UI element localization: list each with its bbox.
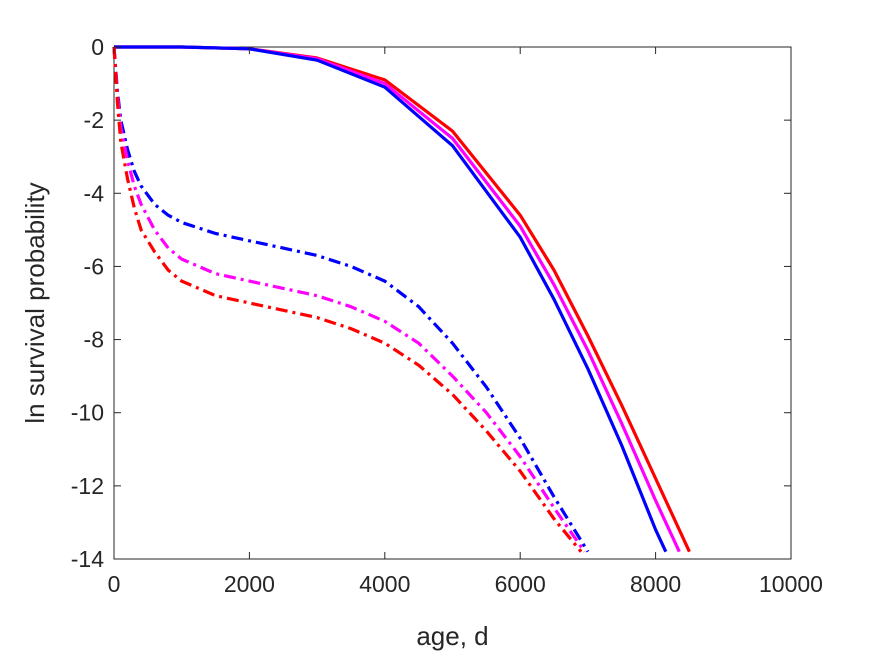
y-tick-label: 0 (91, 34, 104, 60)
plot-area-frame (113, 46, 792, 560)
y-tick-label: -2 (84, 107, 104, 133)
y-tick-label: -12 (71, 473, 104, 499)
x-tick-label: 4000 (359, 571, 410, 597)
ticks-layer: 0 2000 4000 6000 8000 10000 0 -2 -4 -6 -8 -10 -12 -14 (71, 34, 823, 597)
series-line-5-dashdot (112, 46, 586, 553)
x-tick-label: 2000 (224, 571, 275, 597)
x-tick-label: 6000 (495, 571, 546, 597)
series-line-3-solid (114, 45, 668, 553)
y-tick-label: -4 (84, 180, 105, 206)
series-line-4-dashdot (112, 46, 590, 553)
x-tick-label: 8000 (630, 571, 681, 597)
y-tick-label: -10 (71, 400, 104, 426)
y-tick-label: -14 (71, 546, 104, 572)
y-tick-label: -8 (84, 327, 104, 353)
y-tick-label: -6 (84, 253, 104, 279)
y-axis-label: ln survival probability (20, 182, 50, 423)
x-tick-label: 0 (108, 571, 121, 597)
series-layer (112, 45, 691, 553)
series-line-6-dashdot (112, 46, 583, 553)
x-axis-label: age, d (416, 621, 488, 651)
x-tick-label: 10000 (759, 571, 823, 597)
